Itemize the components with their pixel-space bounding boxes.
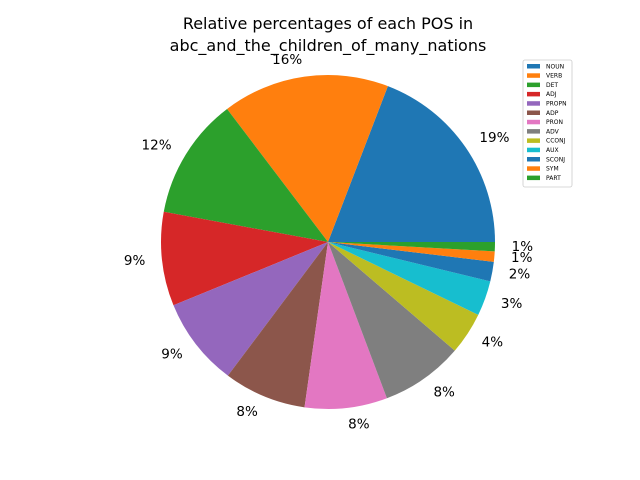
legend-swatch-aux: [527, 147, 540, 153]
pct-label-cconj: 4%: [482, 335, 504, 351]
legend-swatch-verb: [527, 73, 540, 78]
legend-swatch-propn: [527, 101, 540, 106]
legend-swatch-det: [527, 82, 540, 88]
pie-percent-labels: 19%16%12%9%9%8%8%8%4%3%2%1%1%: [124, 52, 533, 432]
pct-label-propn: 9%: [161, 346, 183, 362]
pie-slice-propn: [173, 242, 328, 376]
pie-slice-adv: [328, 242, 455, 399]
legend-label-sconj: SCONJ: [546, 156, 565, 163]
pct-label-det: 12%: [142, 138, 172, 154]
pie-slice-sconj: [328, 242, 494, 282]
legend-label-adj: ADJ: [546, 91, 557, 98]
pct-label-adv: 8%: [433, 384, 455, 400]
pct-label-sym: 1%: [511, 250, 533, 266]
pie-slice-noun: [328, 86, 495, 242]
legend-label-aux: AUX: [546, 147, 559, 154]
legend-label-adv: ADV: [546, 128, 560, 135]
legend-swatch-noun: [527, 64, 540, 69]
pct-label-adj: 9%: [124, 253, 146, 269]
pie-slice-pron: [304, 242, 387, 410]
pie-slice-cconj: [328, 242, 479, 351]
pct-label-part: 1%: [512, 239, 534, 255]
legend: NOUN VERB DET ADJ PROPN ADP PRON ADV CCONJ AUX SCO…: [522, 59, 573, 188]
pct-label-adp: 8%: [236, 404, 258, 420]
pie-slice-sym: [328, 242, 495, 262]
pct-label-pron: 8%: [348, 417, 370, 433]
chart-title: Relative percentages of each POS in: [183, 14, 473, 33]
legend-label-propn: PROPN: [546, 101, 567, 108]
legend-frame: [522, 59, 573, 188]
pie-slice-verb: [227, 75, 388, 243]
legend-label-part: PART: [546, 175, 561, 182]
pie-slices: [161, 75, 496, 410]
legend-swatch-cconj: [527, 138, 540, 143]
legend-swatch-adp: [527, 110, 540, 115]
pct-label-verb: 16%: [272, 52, 302, 68]
legend-label-sym: SYM: [546, 166, 559, 173]
legend-swatch-sconj: [527, 157, 540, 162]
legend-label-cconj: CCONJ: [546, 138, 566, 145]
pie-slice-adj: [161, 211, 328, 306]
legend-swatch-adv: [527, 129, 540, 134]
legend-label-adp: ADP: [546, 110, 559, 117]
pie-slice-det: [163, 108, 328, 242]
legend-label-noun: NOUN: [546, 63, 564, 70]
pie-slice-adp: [227, 242, 328, 408]
pie-slice-part: [328, 242, 496, 252]
pie-slice-aux: [328, 242, 491, 315]
pct-label-noun: 19%: [479, 130, 509, 146]
legend-swatch-part: [527, 175, 540, 181]
chart-subtitle: abc_and_the_children_of_many_nations: [170, 36, 487, 56]
pct-label-sconj: 2%: [509, 267, 531, 283]
legend-label-det: DET: [546, 82, 558, 89]
legend-swatch-pron: [527, 119, 540, 125]
legend-swatch-adj: [527, 91, 540, 97]
legend-swatch-sym: [527, 166, 540, 171]
legend-label-pron: PRON: [546, 119, 563, 126]
legend-label-verb: VERB: [546, 73, 562, 80]
pct-label-aux: 3%: [501, 296, 523, 312]
